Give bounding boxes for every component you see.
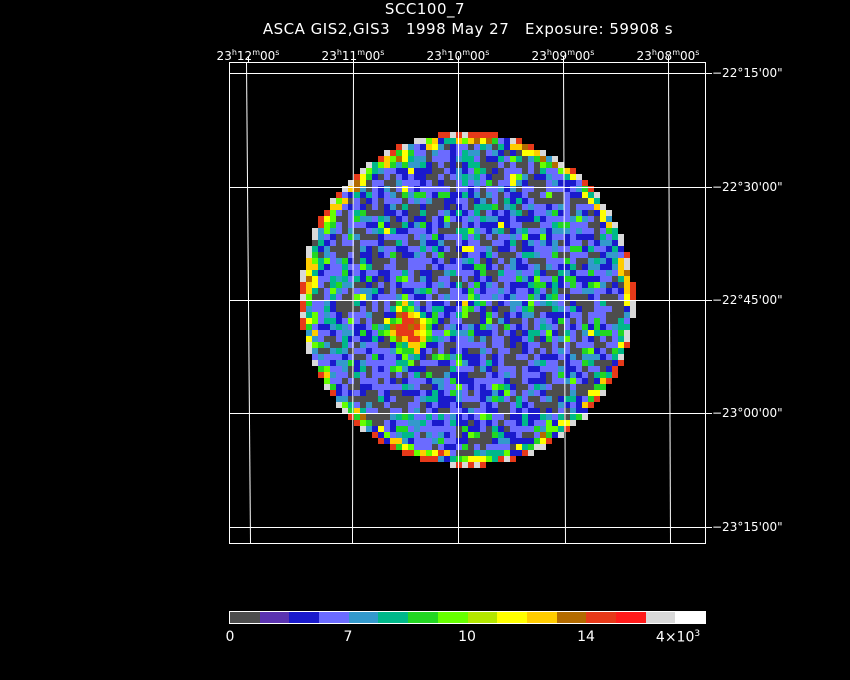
- colorbar-label-7: 7: [343, 629, 353, 645]
- dec-tick-label: −22°15'00": [712, 66, 783, 80]
- image-title: SCC100_7: [384, 0, 466, 18]
- colorbar-label-max: 4×103: [655, 629, 701, 646]
- colorbar-label-0: 0: [225, 629, 235, 645]
- colorbar-segment: [408, 612, 438, 623]
- dec-tick-label: −23°00'00": [712, 406, 783, 420]
- ra-grid-line: [668, 61, 671, 544]
- plot-frame: [229, 62, 706, 544]
- colorbar-label-14: 14: [577, 629, 595, 645]
- dec-tick-label: −22°30'00": [712, 180, 783, 194]
- ra-tick-label: 23h11m00s: [321, 48, 385, 63]
- ra-tick-label: 23h08m00s: [636, 48, 700, 63]
- coordinate-grid: [229, 56, 712, 544]
- colorbar-segment: [289, 612, 320, 623]
- dec-tick-label: −22°45'00": [712, 293, 783, 307]
- colorbar-segment: [467, 612, 498, 623]
- colorbar-segment: [586, 612, 616, 623]
- colorbar-segment: [259, 612, 290, 623]
- colorbar-label-10: 10: [458, 629, 476, 645]
- image-subtitle: ASCA GIS2,GIS3 1998 May 27 Exposure: 599…: [262, 20, 674, 38]
- ra-grid-line: [246, 61, 251, 544]
- ra-tick-label: 23h10m00s: [426, 48, 490, 63]
- colorbar-segment: [556, 612, 587, 623]
- colorbar-segment: [348, 612, 379, 623]
- colorbar-segment: [497, 612, 527, 623]
- ra-grid-line: [352, 61, 354, 544]
- colorbar: [229, 611, 706, 624]
- colorbar-segment: [615, 612, 646, 623]
- colorbar-segment: [526, 612, 557, 623]
- ra-grid-line: [563, 61, 566, 544]
- ra-tick-label: 23h12m00s: [216, 48, 280, 63]
- dec-tick-label: −23°15'00": [712, 520, 783, 534]
- colorbar-segment: [437, 612, 468, 623]
- colorbar-segment: [378, 612, 409, 623]
- ra-tick-label: 23h09m00s: [531, 48, 595, 63]
- xray-image: [300, 132, 636, 468]
- colorbar-segment: [230, 612, 260, 623]
- colorbar-segment: [319, 612, 349, 623]
- colorbar-segment: [645, 612, 676, 623]
- colorbar-segment: [675, 612, 705, 623]
